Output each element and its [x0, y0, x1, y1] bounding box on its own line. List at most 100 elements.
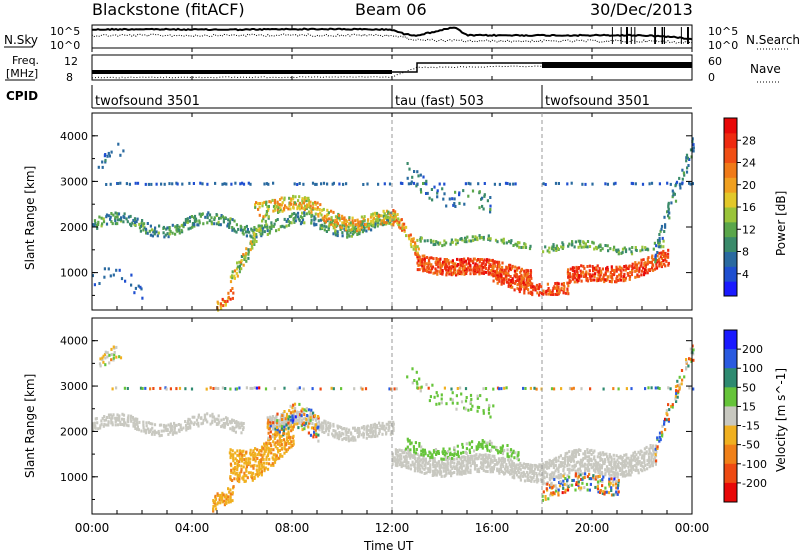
heatmap-cell	[529, 290, 533, 294]
heatmap-cell	[273, 387, 276, 391]
heatmap-cell	[440, 401, 443, 405]
heatmap-cell	[577, 279, 580, 283]
heatmap-cell	[513, 269, 516, 273]
heatmap-cell	[365, 425, 368, 429]
heatmap-cell	[427, 386, 430, 390]
heatmap-cell	[640, 273, 643, 277]
heatmap-cell	[491, 258, 494, 262]
heatmap-cell	[356, 218, 359, 222]
heatmap-cell	[575, 483, 578, 486]
heatmap-cell	[618, 277, 621, 281]
heatmap-cell	[616, 458, 619, 462]
heatmap-cell	[407, 453, 410, 456]
heatmap-cell	[590, 278, 593, 282]
heatmap-cell	[130, 414, 133, 418]
heatmap-cell	[667, 205, 670, 209]
heatmap-cell	[420, 236, 423, 240]
heatmap-cell	[267, 450, 270, 454]
heatmap-cell	[330, 217, 333, 221]
heatmap-cell	[542, 467, 545, 471]
heatmap-cell	[336, 424, 339, 428]
heatmap-cell	[251, 240, 254, 244]
heatmap-cell	[435, 473, 438, 477]
heatmap-cell	[418, 255, 421, 259]
heatmap-cell	[482, 237, 485, 241]
heatmap-cell	[438, 463, 441, 467]
heatmap-cell	[538, 463, 541, 467]
heatmap-cell	[621, 456, 624, 460]
heatmap-cell	[683, 173, 686, 177]
heatmap-cell	[469, 400, 472, 404]
heatmap-cell	[288, 446, 291, 450]
heatmap-cell	[458, 466, 461, 470]
heatmap-cell	[433, 395, 436, 399]
heatmap-cell	[465, 396, 468, 399]
heatmap-cell	[203, 413, 206, 417]
heatmap-cell	[187, 227, 190, 231]
heatmap-cell	[448, 272, 451, 276]
heatmap-cell	[178, 386, 182, 390]
heatmap-cell	[589, 387, 592, 391]
heatmap-cell	[212, 504, 215, 508]
heatmap-cell	[413, 462, 416, 466]
heatmap-cell	[492, 274, 495, 278]
heatmap-cell	[592, 457, 596, 461]
power-colorbar-swatch	[724, 147, 737, 163]
heatmap-cell	[256, 457, 259, 460]
heatmap-cell	[568, 469, 571, 473]
heatmap-cell	[508, 182, 512, 186]
heatmap-cell	[435, 269, 438, 273]
heatmap-cell	[206, 216, 209, 220]
heatmap-cell	[475, 453, 478, 457]
heatmap-cell	[296, 207, 299, 211]
heatmap-cell	[502, 239, 505, 243]
heatmap-cell	[151, 234, 154, 238]
heatmap-cell	[394, 458, 397, 462]
heatmap-cell	[363, 228, 366, 232]
heatmap-cell	[658, 236, 661, 240]
heatmap-cell	[491, 460, 494, 464]
heatmap-cell	[249, 386, 252, 390]
heatmap-cell	[610, 489, 613, 492]
heatmap-cell	[652, 247, 655, 251]
heatmap-cell	[562, 486, 565, 490]
heatmap-cell	[112, 413, 115, 417]
heatmap-cell	[191, 415, 194, 419]
heatmap-cell	[150, 228, 154, 232]
heatmap-cell	[490, 259, 493, 263]
heatmap-cell	[387, 218, 390, 221]
heatmap-cell	[599, 458, 602, 462]
heatmap-cell	[133, 420, 136, 424]
heatmap-cell	[615, 454, 618, 458]
heatmap-cell	[588, 457, 591, 461]
heatmap-cell	[115, 386, 118, 390]
heatmap-cell	[247, 252, 250, 256]
heatmap-cell	[430, 256, 433, 260]
heatmap-cell	[360, 223, 363, 227]
heatmap-cell	[307, 425, 310, 429]
heatmap-cell	[197, 413, 200, 417]
heatmap-cell	[678, 386, 681, 390]
heatmap-cell	[552, 459, 555, 462]
heatmap-cell	[482, 387, 485, 391]
heatmap-cell	[141, 219, 144, 222]
heatmap-cell	[498, 450, 501, 454]
heatmap-cell	[538, 283, 541, 287]
heatmap-cell	[558, 290, 561, 294]
heatmap-cell	[271, 462, 274, 466]
heatmap-cell	[599, 248, 602, 252]
heatmap-cell	[559, 481, 562, 485]
heatmap-cell	[537, 287, 540, 291]
heatmap-cell	[211, 419, 214, 423]
heatmap-cell	[404, 464, 407, 468]
heatmap-cell	[321, 430, 324, 434]
heatmap-cell	[539, 291, 542, 295]
heatmap-cell	[229, 478, 232, 482]
heatmap-cell	[361, 230, 364, 234]
heatmap-cell	[604, 468, 607, 472]
heatmap-cell	[421, 257, 424, 261]
heatmap-cell	[449, 451, 452, 455]
heatmap-cell	[692, 358, 695, 362]
heatmap-cell	[430, 267, 434, 271]
